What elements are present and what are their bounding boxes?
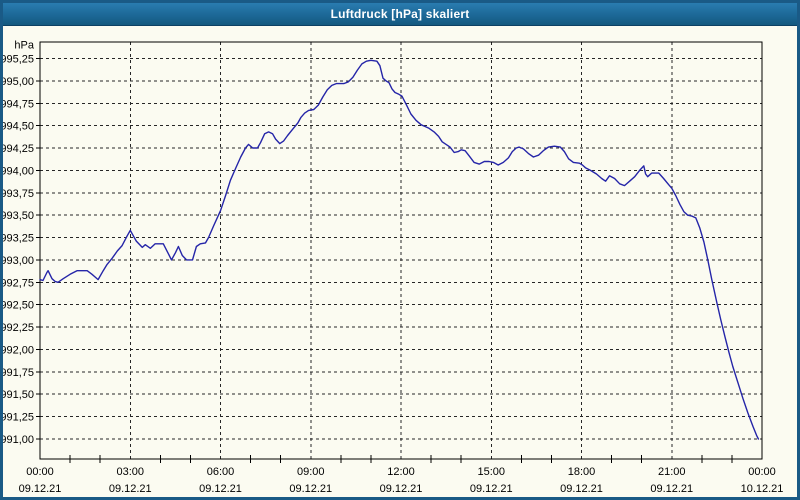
- x-tick-date-label: 09.12.21: [19, 483, 62, 495]
- window-title: Luftdruck [hPa] skaliert: [330, 7, 470, 21]
- window-titlebar: Luftdruck [hPa] skaliert: [3, 3, 797, 26]
- chart-container: 995,25 995,00 994,75 994,50 994,25 994,00 993,…: [3, 26, 797, 497]
- y-tick-label: 993,25: [3, 233, 34, 245]
- y-axis-unit-label: hPa: [14, 40, 34, 52]
- x-tick-time-label: 06:00: [207, 466, 235, 478]
- y-tick-label: 994,25: [3, 143, 34, 155]
- y-tick-label: 994,00: [3, 165, 34, 177]
- y-tick-label: 991,50: [3, 389, 34, 401]
- y-tick-label: 994,50: [3, 121, 34, 133]
- y-tick-label: 992,00: [3, 344, 34, 356]
- pressure-line-chart: 995,25 995,00 994,75 994,50 994,25 994,00 993,…: [3, 40, 784, 496]
- y-tick-label: 995,25: [3, 54, 34, 66]
- x-tick-time-label: 03:00: [116, 466, 144, 478]
- x-tick-time-label: 09:00: [297, 466, 325, 478]
- y-tick-label: 995,00: [3, 76, 34, 88]
- y-tick-label: 992,75: [3, 277, 34, 289]
- y-tick-label: 991,25: [3, 412, 34, 424]
- x-tick-date-label: 09.12.21: [289, 483, 332, 495]
- x-tick-time-label: 21:00: [658, 466, 686, 478]
- y-tick-label: 992,25: [3, 322, 34, 334]
- x-tick-time-label: 18:00: [568, 466, 596, 478]
- x-tick-time-label: 12:00: [387, 466, 415, 478]
- x-tick-date-label: 09.12.21: [109, 483, 152, 495]
- y-tick-label: 993,50: [3, 210, 34, 222]
- x-tick-time-label: 00:00: [748, 466, 776, 478]
- y-tick-label: 993,00: [3, 255, 34, 267]
- x-tick-date-label: 09.12.21: [380, 483, 423, 495]
- plot-border: [39, 41, 763, 460]
- x-tick-date-label: 09.12.21: [650, 483, 693, 495]
- pressure-series-line: [39, 59, 760, 440]
- y-tick-label: 994,75: [3, 98, 34, 110]
- y-tick-label: 991,00: [3, 434, 34, 446]
- y-tick-label: 991,75: [3, 367, 34, 379]
- x-tick-date-label: 09.12.21: [199, 483, 242, 495]
- x-tick-date-label: 10.12.21: [741, 483, 784, 495]
- x-tick-date-label: 09.12.21: [560, 483, 603, 495]
- y-tick-label: 993,75: [3, 188, 34, 200]
- x-tick-time-label: 00:00: [26, 466, 54, 478]
- x-tick-time-label: 15:00: [477, 466, 505, 478]
- y-tick-label: 992,50: [3, 300, 34, 312]
- x-tick-date-label: 09.12.21: [470, 483, 513, 495]
